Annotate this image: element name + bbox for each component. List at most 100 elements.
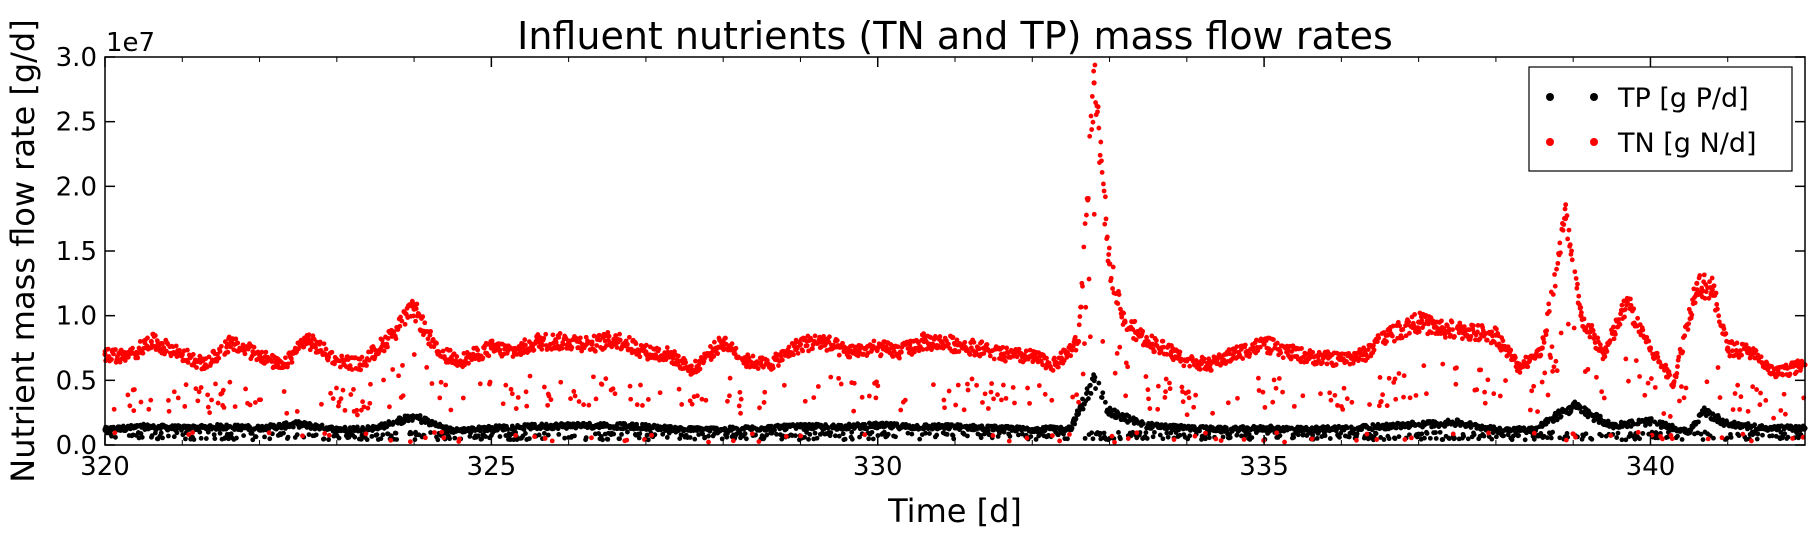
data-point [1376,403,1382,409]
data-point [1076,322,1082,328]
data-point [756,439,762,445]
data-point [1179,384,1185,390]
data-point [1374,339,1380,344]
data-point [1143,374,1149,379]
data-point [798,433,804,439]
data-point [1538,431,1544,436]
data-point [791,352,796,358]
data-point [1736,433,1742,439]
data-point [749,431,755,437]
data-point [987,353,993,359]
data-point [1093,386,1098,391]
data-point [683,360,689,366]
data-point [1180,399,1186,405]
data-point [1161,344,1166,350]
data-point [857,434,862,440]
data-point [1373,431,1379,437]
data-point [1087,382,1093,388]
data-point [1442,334,1448,340]
data-point [543,331,549,337]
data-point [242,351,248,357]
data-point [950,335,956,340]
data-point [1218,438,1224,443]
data-point [1341,385,1347,391]
data-point [486,353,492,359]
data-point [971,339,977,345]
data-point [931,382,936,388]
data-point [1000,344,1006,350]
data-point [1193,392,1199,398]
data-point [241,433,247,439]
data-point [1344,396,1350,402]
data-point [706,433,711,439]
data-point [364,437,370,443]
data-point [1648,416,1654,421]
data-point [711,353,717,359]
data-point [1565,321,1571,327]
data-point [1569,248,1574,254]
data-point [1542,370,1548,376]
data-point [1408,435,1414,441]
data-point [1090,436,1096,442]
data-point [969,376,975,382]
data-point [329,349,335,355]
data-point [1544,435,1550,441]
data-point [475,347,481,353]
data-point [1557,240,1563,246]
data-point [579,348,585,354]
data-point [1234,344,1240,350]
data-point [437,395,443,401]
data-point [443,382,449,388]
data-point [909,431,915,437]
data-point [1068,353,1074,359]
data-point [381,348,387,354]
data-point [540,342,545,348]
data-point [955,382,961,388]
data-point [893,434,898,440]
data-point [1564,213,1570,219]
data-point [1566,227,1572,233]
data-point [1589,436,1595,442]
y-offset-text: 1e7 [106,28,155,58]
data-point [548,397,554,403]
data-point [1558,414,1564,419]
data-point [755,366,761,372]
data-point [581,402,587,408]
data-point [942,405,947,411]
data-point [836,433,842,439]
data-point [596,332,602,338]
data-point [1578,310,1584,315]
data-point [138,399,144,405]
data-point [689,363,694,369]
data-point [965,381,970,387]
data-point [985,406,991,411]
data-point [1552,272,1557,277]
data-point [1208,367,1214,373]
data-point [207,410,213,416]
data-point [804,343,810,348]
data-point [589,339,595,345]
data-point [941,397,947,403]
data-point [1538,352,1544,358]
data-point [729,341,735,347]
data-point [1152,429,1157,435]
data-point [1500,338,1506,344]
data-point [1371,347,1377,353]
data-point [1440,437,1446,442]
data-point [1277,433,1283,439]
data-point [281,389,287,394]
data-point [1587,334,1593,340]
data-point [878,352,884,358]
data-point [1316,358,1321,363]
data-point [638,382,643,388]
data-point [961,407,967,413]
data-point [902,397,908,403]
data-point [390,367,396,372]
data-point [1327,436,1333,441]
data-point [1061,358,1067,363]
data-point [521,346,527,352]
data-point [793,433,798,439]
data-point [1484,337,1490,343]
data-point [1112,439,1117,445]
data-point [337,364,343,370]
